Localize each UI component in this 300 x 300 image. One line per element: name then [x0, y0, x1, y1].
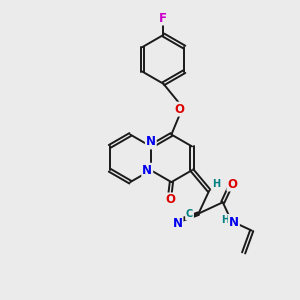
Text: H: H: [212, 179, 220, 189]
Text: O: O: [165, 194, 175, 206]
Text: C: C: [186, 209, 193, 219]
Text: N: N: [142, 164, 152, 177]
Text: H: H: [221, 215, 229, 225]
Text: O: O: [175, 103, 185, 116]
Text: F: F: [159, 11, 167, 25]
Text: N: N: [146, 136, 156, 148]
Text: O: O: [227, 178, 237, 190]
Text: N: N: [172, 217, 183, 230]
Text: N: N: [229, 215, 239, 229]
